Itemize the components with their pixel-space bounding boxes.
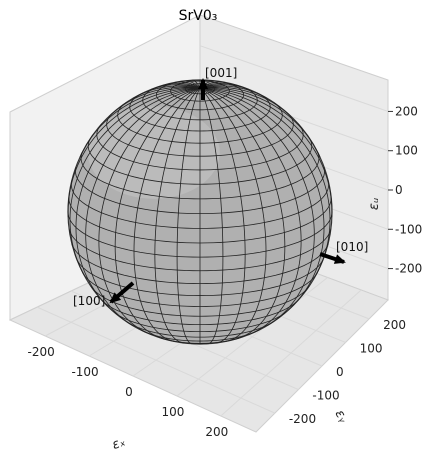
y-axis-label: εᵧ	[332, 407, 352, 426]
y-tick-label: -100	[312, 389, 339, 403]
sphere-longitude-line	[199, 87, 315, 326]
y-tick-label: 200	[383, 318, 406, 332]
sphere-longitude-line	[199, 87, 246, 344]
sphere-longitude-line	[154, 87, 201, 344]
z-axis-label: εᵤ	[367, 198, 382, 210]
sphere-longitude-line	[114, 87, 201, 340]
sphere-longitude-line	[132, 85, 201, 99]
sphere-longitude-line	[108, 86, 201, 117]
direction-010-label: [010]	[336, 240, 368, 254]
sphere-longitude-line	[199, 84, 250, 90]
z-tick-label: 200	[395, 104, 418, 118]
sphere-longitude-line	[192, 79, 201, 89]
direction-100-head	[109, 292, 122, 304]
y-tick-label: -200	[289, 412, 316, 426]
sphere-longitude-line	[199, 87, 331, 276]
sphere-longitude-line	[98, 87, 201, 335]
sphere-longitude-line	[69, 87, 201, 276]
z-tick-label: -200	[395, 262, 422, 276]
z-tick-label: 100	[395, 144, 418, 158]
z-tick-label: -100	[395, 222, 422, 236]
sphere-longitude-line	[199, 87, 325, 311]
sphere-longitude-line	[199, 87, 286, 340]
sphere-longitude-line	[199, 87, 224, 345]
chart-title: SrV0₃	[179, 8, 218, 24]
x-axis-label: εₓ	[110, 434, 127, 453]
x-tick-label: 100	[161, 405, 184, 419]
sphere-longitude-line	[199, 85, 268, 99]
direction-001-head	[198, 78, 208, 89]
y-tick-label: 100	[360, 341, 383, 355]
sphere-longitude-line	[79, 87, 201, 158]
direction-010-head	[333, 254, 346, 264]
x-tick-label: 200	[205, 425, 228, 439]
x-tick-label: -100	[71, 365, 98, 379]
sphere-longitude-line	[150, 84, 201, 90]
sphere-longitude-line	[199, 87, 302, 335]
x-gridline	[176, 277, 328, 397]
sphere-longitude-line	[75, 87, 201, 311]
sphere-longitude-line	[67, 87, 201, 217]
sphere-longitude-line	[85, 87, 201, 326]
direction-001-label: [001]	[205, 66, 237, 80]
sphere-longitude-line	[199, 87, 267, 342]
z-tick-label: 0	[395, 183, 403, 197]
sphere-longitude-line	[174, 81, 201, 89]
sphere-highlight	[87, 106, 220, 199]
x-tick-label: -200	[28, 345, 55, 359]
y-tick-label: 0	[336, 365, 344, 379]
sphere-longitude-line	[199, 87, 321, 158]
direction-100-label: [100]	[73, 294, 105, 308]
sphere-surface	[67, 79, 333, 345]
sphere-longitude-line	[199, 87, 333, 217]
direction-arrows: [100] [010] [001]	[73, 66, 368, 308]
sphere-longitude-line	[164, 82, 201, 89]
x-tick-label: 0	[125, 385, 133, 399]
sphere-longitude-line	[184, 80, 201, 89]
z-gridline	[199, 45, 389, 112]
axis-ticks: -200-1000100200-200-1000100200-200-10001…	[28, 104, 423, 439]
sphere-longitude-line	[133, 87, 201, 342]
sphere-longitude-line	[199, 86, 292, 117]
x-gridline	[220, 289, 362, 417]
sphere-longitude-line	[176, 87, 201, 345]
